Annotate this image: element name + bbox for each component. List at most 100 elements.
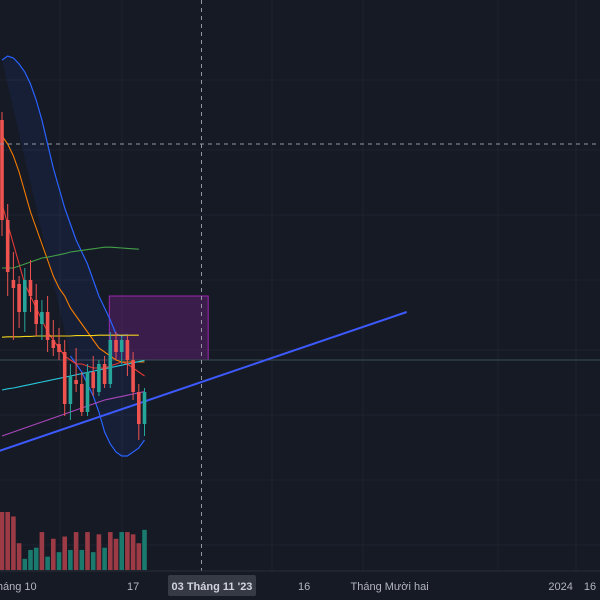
- candle-13: [74, 348, 78, 392]
- crosshair-time-label-text: 03 Tháng 11 '23: [172, 581, 253, 593]
- candle-body-19: [108, 340, 113, 384]
- candle-body-9: [51, 340, 56, 348]
- volume-bar-13: [73, 532, 79, 570]
- volume-bar-8: [45, 556, 50, 570]
- candle-7: [40, 300, 44, 340]
- candle-body-12: [68, 376, 73, 404]
- candle-0: [0, 112, 4, 236]
- candle-body-24: [137, 392, 141, 424]
- ma-purple-line: [1, 391, 145, 437]
- candle-body-7: [40, 312, 44, 324]
- time-axis-background[interactable]: [0, 571, 600, 600]
- candle-3: [17, 276, 21, 328]
- candle-body-22: [125, 340, 130, 360]
- ma-orange-line: [1, 135, 145, 363]
- time-axis-labels: Tháng 10 17 16 Tháng Mười hai 2024 16: [0, 581, 596, 593]
- volume-bar-1: [5, 512, 10, 570]
- volume-bar-18: [102, 547, 107, 570]
- candle-5: [28, 260, 33, 312]
- candle-body-23: [131, 360, 135, 392]
- candle-body-25: [142, 392, 147, 424]
- candle-body-5: [28, 280, 33, 296]
- volume-bar-23: [130, 534, 136, 570]
- volume-series: [0, 512, 147, 570]
- volume-bar-19: [108, 532, 113, 570]
- time-axis-tick-0: Tháng 10: [0, 581, 37, 593]
- volume-bar-12: [68, 549, 73, 570]
- candle-25: [142, 388, 147, 436]
- volume-bar-11: [62, 536, 67, 570]
- candle-body-2: [11, 280, 16, 288]
- candle-body-15: [85, 372, 90, 412]
- candle-9: [51, 320, 56, 356]
- bollinger-upper-line: [1, 55, 128, 337]
- volume-bar-20: [113, 538, 119, 570]
- candle-body-18: [102, 364, 107, 384]
- candle-24: [137, 384, 141, 440]
- candle-body-0: [0, 120, 4, 220]
- candle-2: [11, 252, 16, 340]
- candle-body-14: [80, 384, 84, 412]
- candle-8: [45, 296, 50, 352]
- crosshair-time-label-box: [168, 575, 256, 596]
- time-axis-tick-3: Tháng Mười hai: [351, 581, 429, 593]
- candle-4: [23, 268, 27, 332]
- candle-body-10: [57, 344, 61, 352]
- candle-16: [91, 356, 95, 396]
- volume-bar-25: [142, 529, 147, 570]
- candle-18: [102, 356, 107, 388]
- candle-23: [131, 352, 135, 400]
- volume-bar-15: [85, 532, 90, 570]
- candle-14: [80, 372, 84, 416]
- trendline-layer: [0, 311, 408, 452]
- candle-12: [68, 364, 73, 420]
- volume-bar-22: [125, 532, 130, 570]
- candlestick-series: [0, 112, 147, 440]
- time-axis-tick-4: 2024: [548, 581, 572, 593]
- candle-body-21: [119, 340, 124, 352]
- volume-bar-3: [16, 543, 22, 570]
- volume-bar-4: [22, 558, 28, 570]
- time-axis-tick-1: 17: [127, 581, 139, 593]
- ma-teal-line: [1, 359, 145, 391]
- candle-20: [114, 332, 118, 360]
- bollinger-lower-line: [69, 355, 145, 457]
- candle-body-13: [74, 380, 78, 384]
- time-axis-tick-2: 16: [298, 581, 310, 593]
- time-axis-tick-5: 16: [584, 581, 596, 593]
- candle-15: [85, 364, 90, 416]
- candle-11: [62, 340, 67, 416]
- volume-bar-24: [136, 543, 142, 570]
- candle-body-11: [62, 352, 67, 404]
- volume-bar-7: [39, 532, 45, 570]
- candle-10: [57, 328, 61, 360]
- candle-body-1: [5, 220, 10, 272]
- candle-body-8: [45, 312, 50, 340]
- candle-17: [97, 360, 101, 396]
- crosshair-time-label: 03 Tháng 11 '23: [168, 575, 256, 596]
- blue-trendline: [0, 311, 408, 452]
- volume-bar-21: [119, 532, 124, 570]
- candle-body-16: [91, 372, 95, 388]
- candle-body-17: [97, 364, 101, 392]
- volume-bar-10: [56, 552, 62, 570]
- candle-body-3: [17, 284, 21, 312]
- volume-bar-17: [96, 534, 102, 570]
- candle-body-6: [34, 300, 38, 324]
- crosshair: [0, 0, 600, 571]
- candle-19: [108, 332, 113, 388]
- volume-bar-6: [33, 547, 39, 570]
- volume-bar-0: [0, 512, 5, 570]
- volume-bar-9: [51, 538, 56, 570]
- candle-body-20: [114, 340, 118, 352]
- candle-22: [125, 336, 130, 376]
- ma-green-line: [2, 246, 139, 269]
- volume-bar-16: [90, 552, 96, 570]
- candle-6: [34, 284, 38, 336]
- candle-21: [119, 336, 124, 364]
- volume-bar-2: [11, 516, 16, 570]
- volume-bar-5: [28, 549, 33, 570]
